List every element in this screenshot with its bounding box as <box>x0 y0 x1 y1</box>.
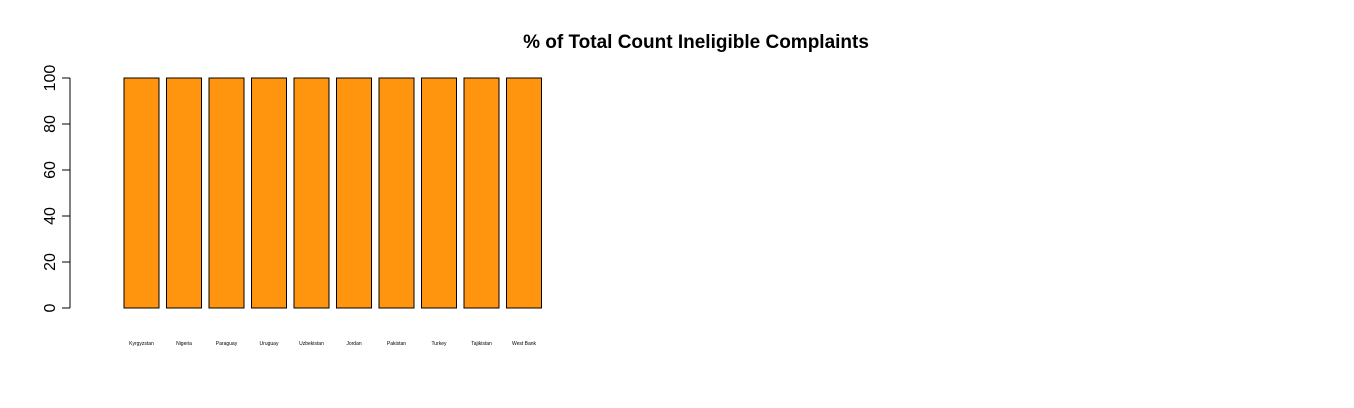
x-tick-label: Kyrgyzstan <box>129 341 154 347</box>
bar <box>378 77 415 309</box>
x-tick-label: Jordan <box>346 341 362 347</box>
bar <box>506 77 542 309</box>
bar <box>251 77 287 309</box>
y-tick-label: 60 <box>42 161 59 179</box>
x-tick-label: West Bank <box>512 341 537 347</box>
x-tick-label: Uruguay <box>260 341 279 347</box>
x-tick-labels: Kyrgyzstan Nigeria Paraguay Uruguay Uzbekist… <box>129 341 536 347</box>
bar <box>463 77 500 309</box>
bar <box>166 77 202 309</box>
x-tick-label: Paraguay <box>216 341 238 347</box>
chart-title: % of Total Count Ineligible Complaints <box>523 32 869 53</box>
y-tick-label: 100 <box>42 65 59 92</box>
y-tick-label: 80 <box>42 115 59 133</box>
y-tick-label: 20 <box>42 253 59 271</box>
bar <box>208 77 245 309</box>
bar <box>293 77 330 309</box>
x-tick-label: Tajikistan <box>471 341 492 347</box>
y-tick-label: 0 <box>42 303 59 312</box>
y-tick-label: 40 <box>42 207 59 225</box>
x-tick-label: Uzbekistan <box>299 341 324 347</box>
bar <box>421 77 457 309</box>
x-tick-label: Nigeria <box>176 341 192 347</box>
bar <box>336 77 372 309</box>
bar <box>123 77 160 309</box>
y-axis: 0 20 40 60 80 100 <box>42 65 71 312</box>
bars-group <box>123 77 542 309</box>
x-tick-label: Pakistan <box>387 341 406 347</box>
x-tick-label: Turkey <box>431 341 447 347</box>
